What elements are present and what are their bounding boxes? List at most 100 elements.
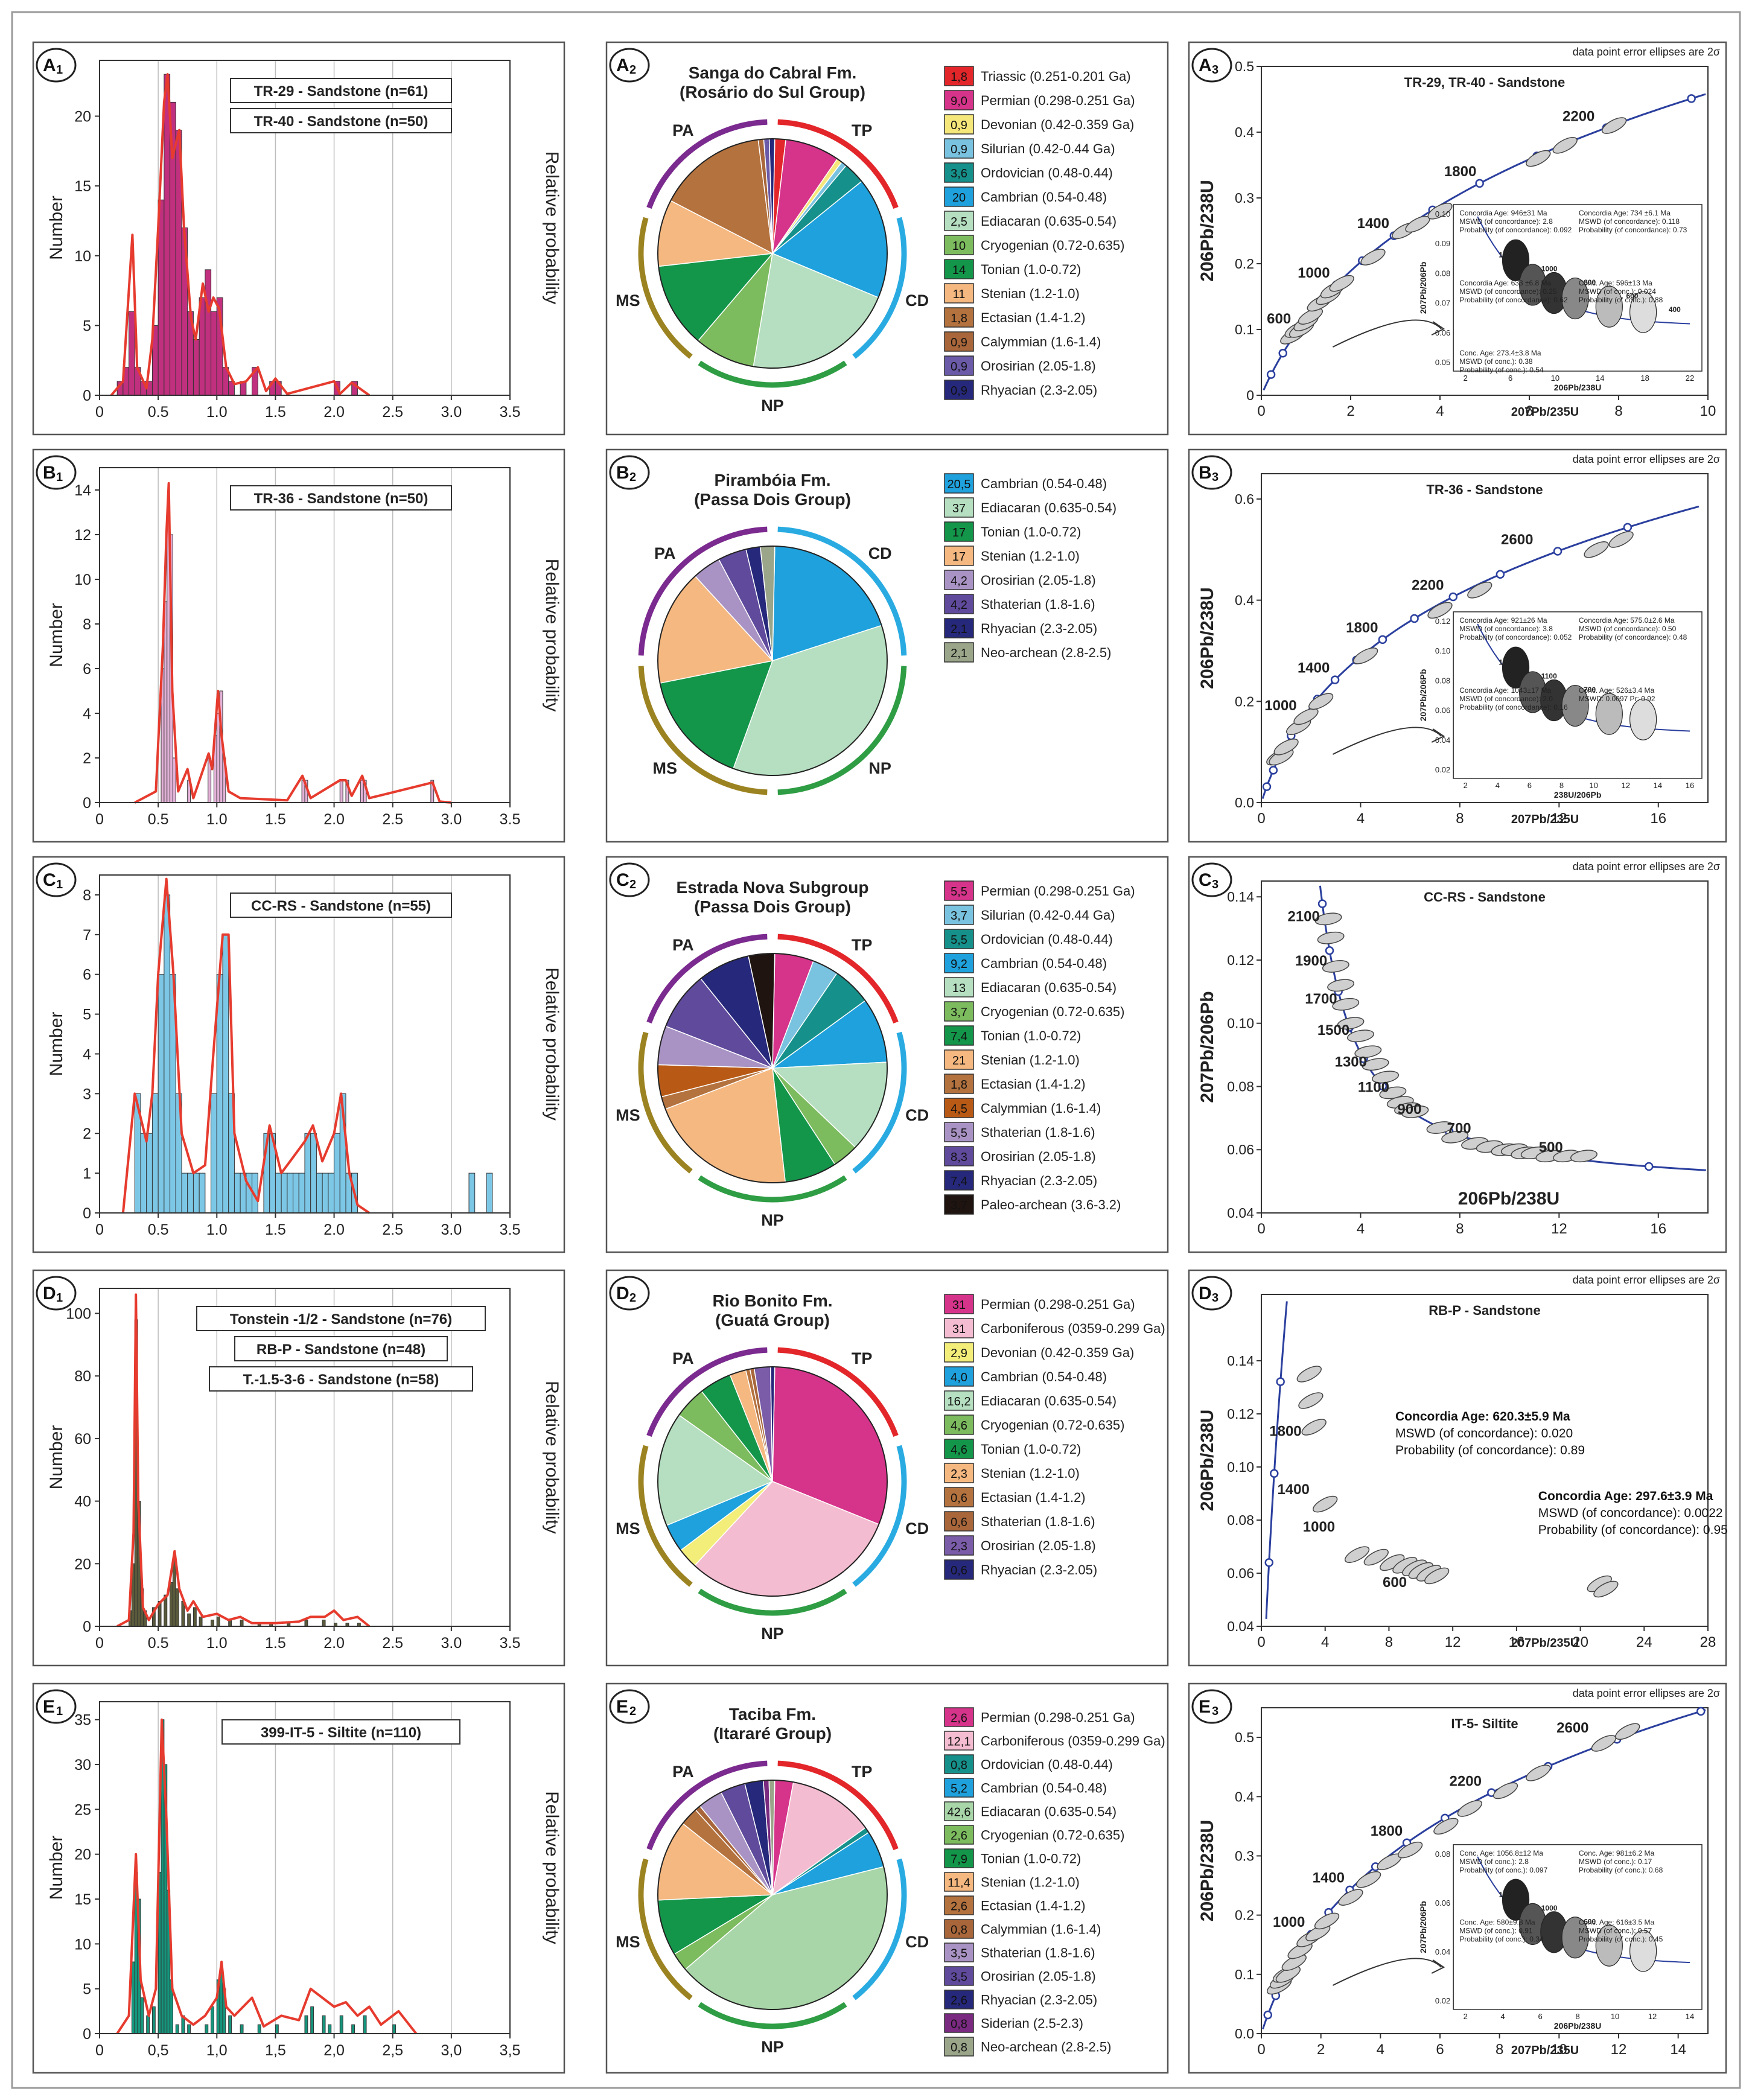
y-axis-label: 206Pb/238U <box>1197 1410 1217 1511</box>
histogram-bar <box>199 1172 206 1214</box>
legend-label: Stenian (1.2-1.0) <box>981 1466 1080 1481</box>
ring-arc <box>638 666 768 795</box>
x-tick-label: 2,5 <box>382 2042 403 2059</box>
panel-e3-plot: data point error ellipses are 2σ IT-5- Si… <box>1197 1687 1720 2058</box>
legend-box <box>221 1719 460 1745</box>
panel-a3-badge-circle <box>1191 48 1232 83</box>
legend-value: 31 <box>952 1323 966 1336</box>
inset-y-tick: 0.06 <box>1435 1898 1450 1908</box>
age-label: 1300 <box>1335 1054 1367 1071</box>
legend-value: 20,5 <box>948 478 971 491</box>
inset-x-tick: 10 <box>1611 2012 1619 2021</box>
legend-value: 0,8 <box>951 1759 967 1772</box>
legend-swatch <box>944 1487 974 1507</box>
y-tick-label: 3 <box>83 1086 91 1102</box>
ellipse-note: data point error ellipses are 2σ <box>1573 1687 1720 1699</box>
y-tick-label: 0.08 <box>1227 1078 1254 1094</box>
histogram-bar <box>339 780 343 803</box>
legend-value: 2,9 <box>951 1347 967 1360</box>
plot-area-frame <box>99 874 511 1214</box>
inset-note-line: Conc. Age: 616±3.5 Ma <box>1579 1918 1655 1927</box>
legend-swatch <box>944 497 974 518</box>
data-ellipse <box>1298 1392 1324 1409</box>
data-ellipse <box>1322 960 1349 973</box>
legend-value: 8,3 <box>951 1151 967 1164</box>
ring-arc <box>777 666 907 795</box>
y-tick-label: 25 <box>74 1801 91 1818</box>
inset-note-line: MSWD: 0.0097 Pr: 0.92 <box>1579 695 1655 703</box>
legend-label: Cryogenian (0.72-0.635) <box>981 1004 1124 1019</box>
x-tick-label: 2.0 <box>323 404 345 421</box>
inset-note-line: Probability (of concordance): 0.73 <box>1579 226 1687 234</box>
legend-label: Tonian (1.0-0.72) <box>981 524 1081 539</box>
y-tick-label: 0.04 <box>1227 1618 1254 1634</box>
inset-note-line: Conc. Age: 981±6.2 Ma <box>1579 1849 1655 1857</box>
y-axis-label: Number <box>46 1012 66 1077</box>
x-axis-label: 207Pb/235U <box>1511 1637 1579 1650</box>
ring-arc <box>777 934 899 1023</box>
legend-box <box>209 1366 473 1392</box>
inset-age-label: 400 <box>1669 305 1681 314</box>
probability-curve <box>134 482 452 804</box>
inset-note-line: Conc. Age: 526±3.4 Ma <box>1579 686 1655 695</box>
x-tick-label: 0 <box>95 2042 104 2059</box>
panel-e2-badge-number: 2 <box>629 1705 636 1718</box>
ellipse-note: data point error ellipses are 2σ <box>1573 46 1720 58</box>
ring-label: MS <box>653 759 678 777</box>
inset-x-tick: 18 <box>1640 374 1649 383</box>
legend-label: Triassic (0.251-0.201 Ga) <box>981 69 1131 84</box>
x-tick-label: 10 <box>1551 2041 1567 2058</box>
y-tick-label: 7 <box>83 927 91 944</box>
panel-d2-badge-letter: D <box>616 1284 629 1303</box>
x-tick-label: 8 <box>1614 403 1622 419</box>
legend-label: Orosirian (2.05-1.8) <box>981 573 1096 588</box>
y-tick-label: 0.06 <box>1227 1142 1254 1157</box>
legend-value: 7,4 <box>951 1175 967 1188</box>
panel-d2-badge-circle <box>609 1276 650 1311</box>
age-node <box>1644 1162 1654 1171</box>
inset-ellipse <box>1502 239 1530 281</box>
y-tick-label: 0.04 <box>1227 1205 1254 1221</box>
data-ellipse <box>1570 1150 1598 1163</box>
inset-y-tick: 0.05 <box>1435 358 1450 367</box>
legend-label: Calymmian (1.6-1.4) <box>981 334 1101 349</box>
legend-swatch <box>944 594 974 614</box>
histogram-bar <box>281 1172 288 1214</box>
legend-entry: T.-1.5-3-6 - Sandstone (n=58) <box>243 1372 439 1388</box>
inset-y-tick: 0.07 <box>1435 299 1450 308</box>
histogram-bar <box>310 1133 317 1214</box>
legend-swatch <box>944 1294 974 1314</box>
histogram-bar <box>211 2006 214 2034</box>
inset-note-line: Probability (of concordance): 0.052 <box>1459 633 1572 641</box>
legend-swatch <box>944 1001 974 1022</box>
ring-label: TP <box>852 1763 873 1781</box>
data-ellipse <box>1327 979 1355 992</box>
legend-swatch <box>944 1170 974 1191</box>
y-tick-label: 5 <box>83 1981 91 1998</box>
ring-arc <box>698 1175 847 1203</box>
inset-plot: 0.12 0.10 0.08 0.06 0.04 0.02 2 4 6 8 10 12 14 16 207P… <box>1332 611 1703 800</box>
age-node <box>1262 782 1272 791</box>
legend-swatch <box>944 953 974 973</box>
ring-arc <box>852 1445 907 1587</box>
x-tick-label: 4 <box>1377 2041 1384 2058</box>
data-ellipse <box>1296 1366 1322 1382</box>
inset-ellipse <box>1595 693 1623 735</box>
ring-label: TP <box>852 936 873 954</box>
plot-title: TR-29, TR-40 - Sandstone <box>1404 75 1565 90</box>
pie-title-line: (Guatá Group) <box>715 1311 830 1329</box>
histogram-bar <box>170 1582 173 1627</box>
age-label: 1800 <box>1269 1423 1301 1439</box>
y-tick-label: 0.3 <box>1235 190 1254 206</box>
inset-y-tick: 0.06 <box>1435 706 1450 715</box>
plot-title: RB-P - Sandstone <box>1429 1303 1540 1318</box>
age-label: 2200 <box>1562 108 1594 124</box>
panel-c3-badge-number: 3 <box>1212 878 1218 891</box>
y-tick-label: 0.10 <box>1227 1459 1254 1475</box>
legend-label: Cambrian (0.54-0.48) <box>981 476 1107 491</box>
y-tick-label: 10 <box>74 248 91 265</box>
legend-swatch <box>944 1895 974 1915</box>
legend-value: 3,7 <box>951 1006 967 1019</box>
